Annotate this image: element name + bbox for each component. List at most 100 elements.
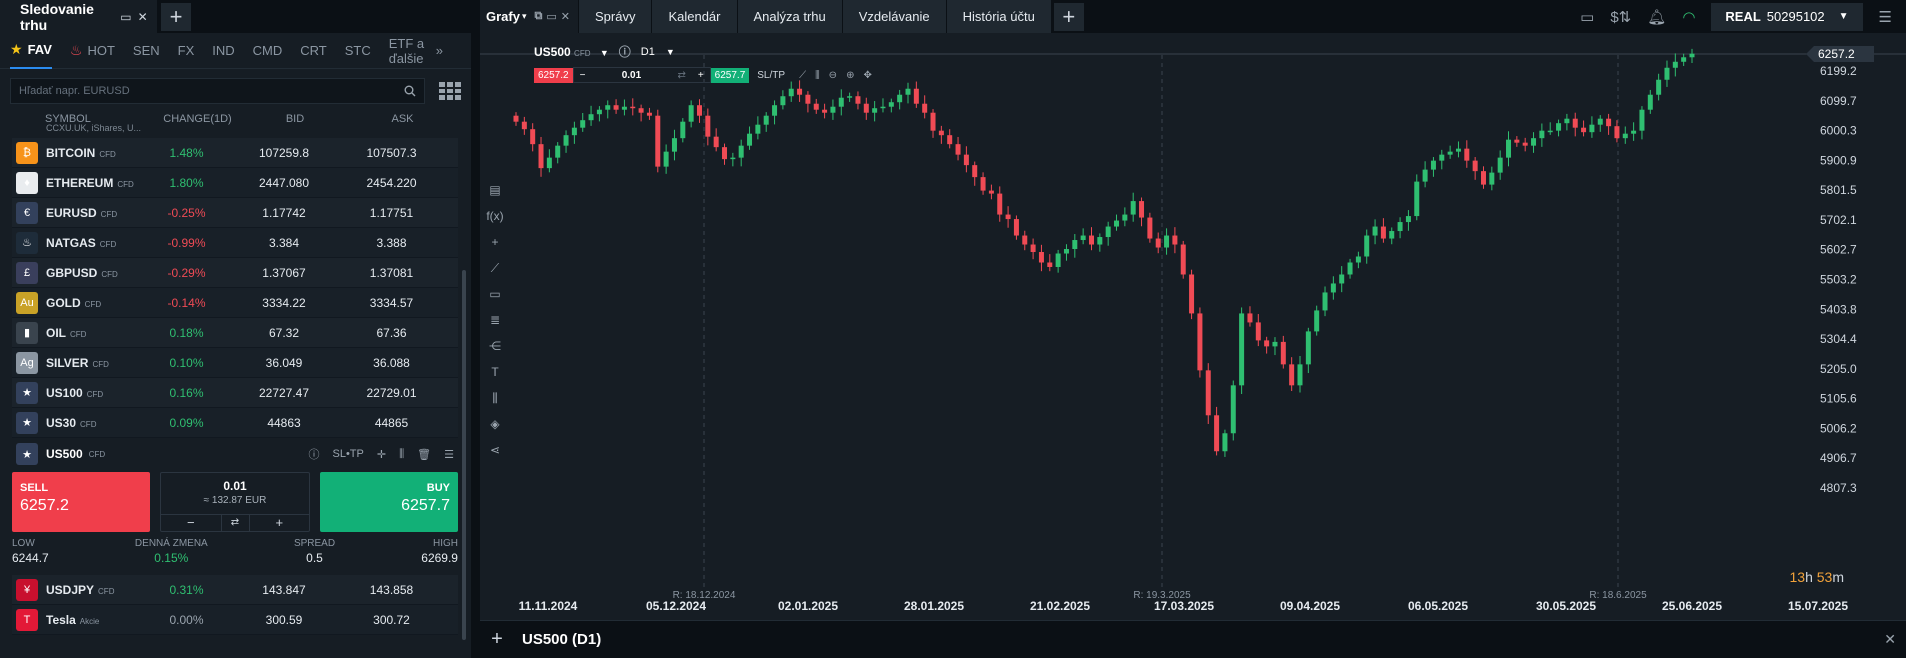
popout-icon[interactable]: ⧉ (534, 10, 543, 22)
ask-value[interactable]: 67.36 (376, 325, 407, 340)
chart-sell-button[interactable]: 6257.2 (534, 67, 573, 83)
bid-value[interactable]: 107259.8 (258, 145, 310, 160)
bid-value[interactable]: 3.384 (268, 235, 300, 250)
restore-icon[interactable]: ▭ (546, 11, 557, 23)
list-icon[interactable]: ☰ (444, 448, 454, 461)
share-icon[interactable]: ⋖ (489, 443, 501, 457)
bid-value[interactable]: 1.37067 (262, 265, 306, 280)
ask-value[interactable]: 3334.57 (369, 295, 414, 310)
header-change[interactable]: CHANGE(1D) (163, 113, 232, 125)
layers-icon[interactable]: ◈ (490, 417, 500, 431)
add-tab-button[interactable]: + (1053, 2, 1084, 31)
tab-account-history[interactable]: História účtu (946, 0, 1051, 33)
category-tab-stc[interactable]: STC (345, 33, 371, 69)
rectangle-icon[interactable]: ▭ (489, 287, 501, 301)
table-row[interactable]: £ GBPUSD CFD -0.29% 1.37067 1.37081 (12, 258, 458, 288)
fibonacci-icon[interactable]: ≣ (489, 313, 501, 327)
table-row[interactable]: T Tesla Akcie 0.00% 300.59 300.72 (12, 605, 458, 635)
ask-value[interactable]: 143.858 (369, 582, 414, 597)
bid-value[interactable]: 44863 (267, 415, 301, 430)
ask-value[interactable]: 1.37081 (369, 265, 414, 280)
info-icon[interactable]: ⓘ (308, 449, 320, 461)
close-icon[interactable]: ✕ (560, 11, 570, 23)
table-row[interactable]: € EURUSD CFD -0.25% 1.17742 1.17751 (12, 198, 458, 228)
category-tab-fav[interactable]: ★ FAV (10, 33, 52, 69)
category-tab-ind[interactable]: IND (212, 33, 234, 69)
category-tab-sen[interactable]: SEN (133, 33, 160, 69)
zoom-in-icon[interactable]: ⊕ (846, 69, 864, 81)
zoom-out-icon[interactable]: ⊖ (828, 69, 847, 81)
expanded-header[interactable]: ★ US500 CFD ⓘ SL•TP ✛ ⫼ 🗑 ☰ (12, 438, 458, 470)
header-symbol[interactable]: SYMBOL (45, 113, 91, 125)
plus-button[interactable]: + (275, 515, 284, 530)
table-row[interactable]: ₿ BITCOIN CFD 1.48% 107259.8 107507.3 (12, 138, 458, 168)
chart-symbol[interactable]: US500 CFD ▼ (534, 45, 609, 59)
quantity-stepper[interactable]: 0.01 ≈ 132.87 EUR − ⇄ + (160, 472, 310, 532)
add-chart-button[interactable]: + (491, 628, 503, 650)
chart-qty-stepper[interactable]: − 0.01 ⇄ + (572, 67, 711, 83)
tab-education[interactable]: Vzdelávanie (842, 0, 946, 33)
timeframe-selector[interactable]: D1 ▼ (641, 46, 675, 58)
scrollbar[interactable] (462, 270, 466, 640)
candles-icon[interactable]: ⫼ (399, 447, 405, 460)
category-tab-crt[interactable]: CRT (300, 33, 326, 69)
table-row[interactable]: ▮ OIL CFD 0.18% 67.32 67.36 (12, 318, 458, 348)
price-chart[interactable]: 6199.2 6099.7 6000.3 5900.9 5801.5 5702.1 5602… (480, 33, 1906, 620)
header-ask[interactable]: ASK (391, 113, 414, 125)
table-row[interactable]: ♦ ETHEREUM CFD 1.80% 2447.080 2454.220 (12, 168, 458, 198)
chart-type-icon[interactable]: ▤ (489, 183, 501, 197)
add-panel-button[interactable]: + (161, 2, 191, 31)
currency-icon[interactable]: $⇅ (1610, 8, 1632, 26)
table-row[interactable]: Ag SILVER CFD 0.10% 36.049 36.088 (12, 348, 458, 378)
category-tab-hot[interactable]: ♨ HOT (70, 33, 115, 69)
bid-value[interactable]: 3334.22 (262, 295, 306, 310)
bid-value[interactable]: 300.59 (265, 612, 303, 627)
category-tab-etfaalie[interactable]: ETF a ďalšie » (389, 33, 443, 69)
crosshair-icon[interactable]: ✛ (376, 448, 387, 461)
menu-icon[interactable]: ☰ (1878, 8, 1892, 26)
table-row[interactable]: Au GOLD CFD -0.14% 3334.22 3334.57 (12, 288, 458, 318)
chart-sltp-button[interactable]: SL/TP (757, 69, 786, 81)
crosshair-icon[interactable]: + (491, 235, 499, 249)
chart-qty-value[interactable]: 0.01 (621, 69, 642, 81)
ask-value[interactable]: 1.17751 (369, 205, 414, 220)
header-bid[interactable]: BID (285, 113, 305, 125)
sell-button[interactable]: SELL 6257.2 (12, 472, 150, 532)
candles-icon[interactable]: ⫼ (492, 391, 498, 405)
bell-icon[interactable]: 🔔︎ (1647, 8, 1667, 26)
layout-icon[interactable]: ▭ (1580, 8, 1595, 26)
grid-view-icon[interactable] (439, 82, 461, 100)
ask-value[interactable]: 300.72 (373, 612, 410, 627)
table-row[interactable]: ♨ NATGAS CFD -0.99% 3.384 3.388 (12, 228, 458, 258)
tab-news[interactable]: Správy (578, 0, 652, 33)
line-chart-icon[interactable]: ⟋ (799, 69, 816, 81)
bid-value[interactable]: 67.32 (268, 325, 300, 340)
tab-charts[interactable]: Grafy ▾ ⧉ ▭ ✕ (480, 0, 578, 33)
table-row[interactable]: ★ US30 CFD 0.09% 44863 44865 (12, 408, 458, 438)
move-icon[interactable]: ✥ (863, 69, 881, 81)
bid-value[interactable]: 2447.080 (258, 175, 310, 190)
minus-button[interactable]: − (161, 515, 222, 531)
ask-value[interactable]: 22729.01 (366, 385, 417, 400)
chart-buy-button[interactable]: 6257.7 (710, 67, 750, 83)
info-icon[interactable]: ⓘ (618, 45, 631, 59)
buy-button[interactable]: BUY 6257.7 (320, 472, 458, 532)
ask-value[interactable]: 36.088 (373, 355, 410, 370)
quantity-value[interactable]: 0.01 (223, 479, 247, 493)
bid-value[interactable]: 1.17742 (262, 205, 306, 220)
ask-value[interactable]: 44865 (374, 415, 409, 430)
ask-value[interactable]: 3.388 (376, 235, 407, 250)
swap-icon[interactable]: ⇄ (677, 69, 686, 81)
table-row[interactable]: ¥ USDJPY CFD 0.31% 143.847 143.858 (12, 575, 458, 605)
bid-value[interactable]: 143.847 (262, 582, 306, 597)
close-icon[interactable]: ✕ (1884, 631, 1896, 647)
sltp-button[interactable]: SL•TP (332, 448, 364, 460)
trash-icon[interactable]: 🗑 (417, 448, 432, 461)
pitchfork-icon[interactable]: ⋲ (489, 339, 501, 353)
bid-value[interactable]: 36.049 (265, 355, 303, 370)
tab-market-analysis[interactable]: Analýza trhu (737, 0, 842, 33)
market-watch-tab[interactable]: Sledovanie trhu ▭ ✕ (0, 0, 157, 33)
category-tab-cmd[interactable]: CMD (253, 33, 283, 69)
ask-value[interactable]: 2454.220 (366, 175, 417, 190)
swap-icon[interactable]: ⇄ (222, 515, 250, 531)
